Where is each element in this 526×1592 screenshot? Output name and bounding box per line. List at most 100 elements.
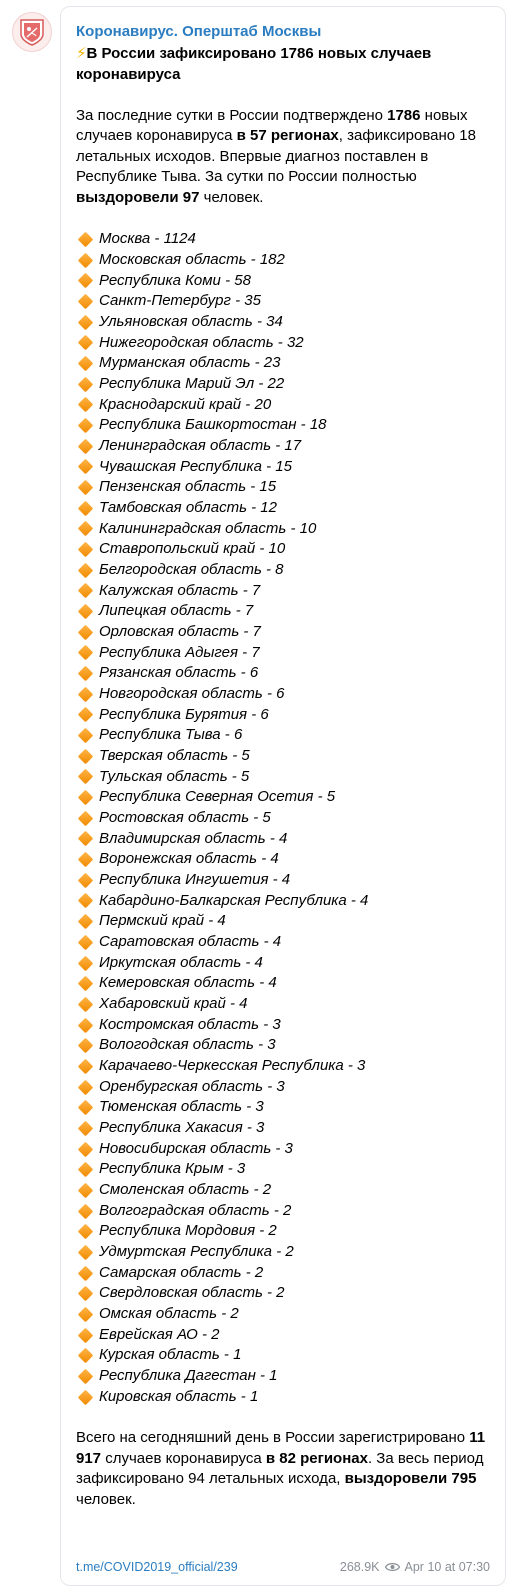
region-text: Владимирская область - 4 <box>99 829 288 847</box>
region-list-item: Иркутская область - 4 <box>76 953 505 974</box>
message-bubble: Коронавирус. Оперштаб Москвы ⚡В России з… <box>60 6 506 1586</box>
intro-paragraph: За последние сутки в России подтверждено… <box>76 106 496 209</box>
region-text: Еврейская АО - 2 <box>99 1325 220 1343</box>
orange-diamond-icon <box>77 769 94 785</box>
region-text: Удмуртская Республика - 2 <box>99 1243 294 1261</box>
region-list-item: Республика Тыва - 6 <box>76 725 505 746</box>
orange-diamond-icon <box>77 603 94 620</box>
region-list-item: Республика Северная Осетия - 5 <box>76 787 505 808</box>
region-text: Тульская область - 5 <box>99 767 250 785</box>
orange-diamond-icon <box>77 872 94 889</box>
orange-diamond-icon <box>77 727 94 744</box>
region-text: Свердловская область - 2 <box>99 1284 285 1302</box>
region-list-item: Мурманская область - 23 <box>76 353 505 374</box>
region-list-item: Саратовская область - 4 <box>76 932 505 953</box>
orange-diamond-icon <box>77 748 94 765</box>
region-list-item: Кировская область - 1 <box>76 1387 505 1408</box>
region-list-item: Республика Адыгея - 7 <box>76 643 505 664</box>
region-text: Хабаровский край - 4 <box>99 995 248 1013</box>
region-list-item: Воронежская область - 4 <box>76 849 505 870</box>
channel-avatar[interactable] <box>12 12 52 52</box>
orange-diamond-icon <box>77 1327 94 1343</box>
orange-diamond-icon <box>77 1017 94 1033</box>
orange-diamond-icon <box>77 1203 94 1219</box>
view-count: 268.9K <box>339 1560 380 1574</box>
region-text: Санкт-Петербург - 35 <box>99 292 261 310</box>
orange-diamond-icon <box>77 665 94 682</box>
summary-text-4: человек. <box>76 1490 136 1508</box>
region-list-item: Республика Бурятия - 6 <box>76 705 505 726</box>
region-list-item: Республика Мордовия - 2 <box>76 1221 505 1242</box>
headline-text: В России зафиксировано 1786 новых случае… <box>76 45 432 83</box>
region-list-item: Карачаево-Черкесская Республика - 3 <box>76 1056 505 1077</box>
region-text: Ставропольский край - 10 <box>99 540 286 558</box>
region-text: Республика Коми - 58 <box>99 271 251 289</box>
orange-diamond-icon <box>77 975 94 992</box>
orange-diamond-icon <box>77 562 94 579</box>
region-list-item: Оренбургская область - 3 <box>76 1077 505 1098</box>
orange-diamond-icon <box>77 1079 94 1095</box>
region-text: Ростовская область - 5 <box>99 808 271 826</box>
orange-diamond-icon <box>77 955 94 971</box>
orange-diamond-icon <box>77 913 94 930</box>
post-link[interactable]: t.me/COVID2019_official/239 <box>76 1560 238 1574</box>
region-text: Тамбовская область - 12 <box>99 498 277 516</box>
region-text: Ульяновская область - 34 <box>99 312 283 330</box>
region-text: Самарская область - 2 <box>99 1263 264 1281</box>
summary-bold-2: в 82 регионах <box>265 1449 368 1467</box>
orange-diamond-icon <box>77 893 94 909</box>
region-list-item: Новгородская область - 6 <box>76 684 505 705</box>
orange-diamond-icon <box>77 851 94 868</box>
intro-bold-2: в 57 регионах <box>236 127 339 145</box>
region-list-item: Кабардино-Балкарская Республика - 4 <box>76 891 505 912</box>
region-list-item: Республика Крым - 3 <box>76 1159 505 1180</box>
region-text: Республика Адыгея - 7 <box>99 643 260 661</box>
region-list-item: Курская область - 1 <box>76 1345 505 1366</box>
region-list-item: Белгородская область - 8 <box>76 560 505 581</box>
region-text: Кемеровская область - 4 <box>99 974 277 992</box>
region-text: Республика Мордовия - 2 <box>99 1222 277 1240</box>
orange-diamond-icon <box>77 1099 94 1116</box>
orange-diamond-icon <box>77 686 94 703</box>
orange-diamond-icon <box>77 355 94 372</box>
region-list-item: Удмуртская Республика - 2 <box>76 1242 505 1263</box>
summary-paragraph: Всего на сегодняшний день в России зарег… <box>76 1428 496 1510</box>
region-list-item: Республика Коми - 58 <box>76 271 505 292</box>
region-text: Рязанская область - 6 <box>99 664 259 682</box>
orange-diamond-icon <box>77 1141 94 1157</box>
region-text: Краснодарский край - 20 <box>99 395 272 413</box>
region-list-item: Орловская область - 7 <box>76 622 505 643</box>
orange-diamond-icon <box>77 1285 94 1302</box>
region-text: Новгородская область - 6 <box>99 684 285 702</box>
region-list-item: Пензенская область - 15 <box>76 477 505 498</box>
message-headline: ⚡В России зафиксировано 1786 новых случа… <box>76 44 496 85</box>
region-list: Москва - 1124 Московская область - 182 Рес… <box>76 229 505 1407</box>
region-text: Калужская область - 7 <box>99 581 261 599</box>
region-text: Пермский край - 4 <box>99 912 226 930</box>
region-text: Смоленская область - 2 <box>99 1181 272 1199</box>
region-text: Чувашская Республика - 15 <box>99 457 292 475</box>
orange-diamond-icon <box>77 335 94 351</box>
region-list-item: Рязанская область - 6 <box>76 663 505 684</box>
region-list-item: Липецкая область - 7 <box>76 601 505 622</box>
region-text: Пензенская область - 15 <box>99 478 277 496</box>
region-text: Московская область - 182 <box>99 250 285 268</box>
eye-icon <box>384 1562 400 1572</box>
orange-diamond-icon <box>77 1265 94 1281</box>
region-list-item: Тамбовская область - 12 <box>76 498 505 519</box>
region-list-item: Республика Марий Эл - 22 <box>76 374 505 395</box>
post-date: Apr 10 at 07:30 <box>404 1560 490 1574</box>
channel-name[interactable]: Коронавирус. Оперштаб Москвы <box>76 23 322 40</box>
region-text: Омская область - 2 <box>99 1305 239 1323</box>
region-list-item: Ставропольский край - 10 <box>76 539 505 560</box>
region-list-item: Ульяновская область - 34 <box>76 312 505 333</box>
region-text: Республика Бурятия - 6 <box>99 705 269 723</box>
region-list-item: Краснодарский край - 20 <box>76 395 505 416</box>
region-list-item: Владимирская область - 4 <box>76 829 505 850</box>
orange-diamond-icon <box>77 789 94 806</box>
region-list-item: Костромская область - 3 <box>76 1015 505 1036</box>
region-text: Республика Северная Осетия - 5 <box>99 788 336 806</box>
region-text: Воронежская область - 4 <box>99 850 279 868</box>
region-text: Костромская область - 3 <box>99 1015 281 1033</box>
region-list-item: Республика Ингушетия - 4 <box>76 870 505 891</box>
